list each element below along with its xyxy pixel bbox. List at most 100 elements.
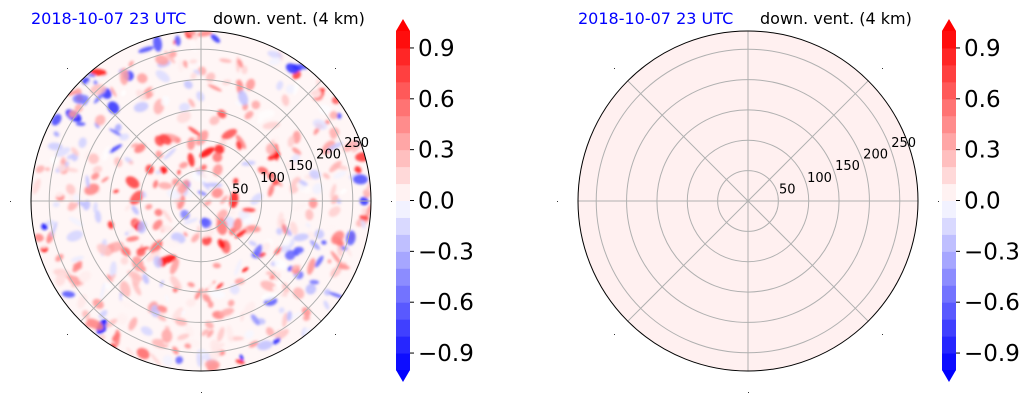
field-blob — [142, 273, 149, 285]
field-blob — [187, 153, 195, 167]
field-blob — [131, 205, 139, 215]
field-blob — [309, 240, 320, 250]
radial-tick-label: 250 — [891, 136, 916, 151]
field-blob — [116, 313, 128, 325]
colorbar-tick-label: 0.0 — [418, 189, 455, 215]
field-blob — [292, 147, 302, 156]
radial-tick-label: 100 — [260, 171, 285, 186]
field-blob — [303, 315, 311, 321]
field-blob — [149, 352, 161, 366]
field-blob — [45, 167, 51, 172]
field-blob — [100, 282, 105, 300]
field-blob — [305, 209, 314, 221]
angular-gridline — [200, 80, 322, 202]
field-blob — [293, 246, 304, 254]
field-blob — [114, 123, 122, 133]
field-blob — [352, 174, 368, 185]
field-blob — [114, 329, 120, 347]
field-blob — [360, 218, 366, 229]
angular-gridline — [200, 200, 322, 322]
stray-tick — [614, 334, 615, 335]
field-blob — [120, 256, 129, 265]
field-blob — [146, 250, 161, 262]
field-blob — [243, 216, 255, 224]
field-blob — [343, 140, 358, 152]
field-blob — [242, 207, 256, 213]
colorbar-tick-label: 0.3 — [418, 138, 455, 164]
field-blob — [137, 73, 148, 84]
field-blob — [282, 312, 288, 328]
field-blob — [321, 140, 336, 155]
field-blob — [197, 190, 207, 196]
colorbar-band — [942, 31, 956, 49]
field-blob — [162, 209, 173, 223]
field-blob — [131, 273, 140, 287]
field-blob — [212, 262, 221, 269]
field-blob — [125, 176, 140, 189]
field-blob — [328, 206, 341, 217]
field-blob — [183, 217, 199, 225]
field-blob — [179, 102, 190, 112]
field-blob — [267, 184, 275, 197]
field-blob — [113, 189, 119, 194]
field-blob — [104, 282, 112, 291]
colorbar-band — [396, 217, 410, 235]
field-blob — [337, 245, 343, 257]
field-blob — [130, 143, 139, 148]
colorbar-band — [396, 234, 410, 252]
colorbar-band — [396, 336, 410, 354]
field-blob — [70, 255, 84, 262]
field-blob — [305, 223, 311, 228]
field-blob — [186, 298, 196, 307]
field-blob — [330, 134, 336, 140]
field-blob — [177, 59, 185, 72]
field-blob — [262, 121, 281, 130]
field-blob — [191, 170, 208, 183]
field-blob — [265, 327, 275, 337]
field-blob — [120, 295, 127, 300]
field-blob — [243, 301, 256, 316]
field-blob — [212, 164, 223, 176]
field-blob — [66, 230, 83, 242]
field-blob — [164, 294, 170, 304]
field-blob — [285, 160, 297, 169]
field-blob — [52, 202, 60, 208]
field-blob — [290, 264, 301, 270]
stray-tick — [201, 392, 202, 393]
field-blob — [248, 240, 257, 247]
field-blob — [309, 279, 320, 285]
field-blob — [274, 259, 288, 270]
field-blob — [85, 175, 90, 189]
radial-tick-label: 200 — [863, 148, 888, 163]
field-blob — [323, 288, 331, 296]
field-blob — [216, 218, 228, 235]
field-blob — [189, 59, 198, 64]
field-blob — [272, 337, 281, 345]
title-time: 2018-10-07 23 UTC — [578, 9, 733, 28]
field-blob — [102, 146, 111, 162]
radial-tick-label: 100 — [807, 171, 832, 186]
angular-gridline — [747, 200, 869, 322]
field-blob — [188, 126, 201, 136]
colorbar-tick-label: 0.0 — [964, 189, 1001, 215]
field-blob — [177, 333, 190, 340]
field-blob — [41, 223, 48, 231]
field-blob — [236, 140, 242, 150]
colorbar-band — [396, 31, 410, 49]
stray-tick — [614, 68, 615, 69]
plot-boundary — [30, 30, 372, 372]
colorbar-band — [396, 115, 410, 134]
field-blob — [235, 79, 242, 85]
field-blob — [71, 147, 79, 156]
field-blob — [325, 225, 336, 231]
field-blob — [128, 160, 134, 165]
field-blob — [240, 311, 245, 322]
field-blob — [152, 180, 159, 189]
radial-tick-label: 50 — [779, 182, 796, 197]
field-blob — [221, 128, 237, 140]
field-blob — [154, 208, 163, 217]
field-blob — [233, 217, 243, 232]
field-blob — [109, 128, 123, 137]
